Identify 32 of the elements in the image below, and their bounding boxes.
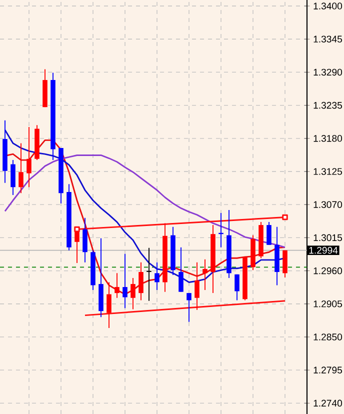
candlestick	[234, 274, 240, 301]
candlestick	[202, 258, 208, 291]
y-tick-label: 1.3070	[314, 201, 342, 208]
candlestick	[282, 250, 288, 278]
candlestick	[26, 126, 32, 188]
y-tick-label: 1.3345	[314, 36, 342, 42]
candlestick	[194, 262, 200, 310]
candlestick	[130, 278, 136, 310]
y-tick-label: 1.3235	[314, 102, 342, 109]
ref-line-label: 1.2994	[309, 246, 338, 254]
y-tick-label: 1.3180	[314, 135, 342, 142]
candlestick	[18, 142, 24, 194]
candlestick	[106, 282, 112, 328]
candlestick	[138, 262, 144, 301]
candlestick	[114, 272, 120, 298]
y-tick-label: 1.3290	[314, 68, 342, 76]
candlestick	[154, 262, 160, 291]
candlestick	[10, 160, 16, 196]
candlestick	[82, 217, 88, 263]
candlestick	[122, 253, 128, 309]
y-tick-label: 1.2795	[314, 366, 342, 374]
candlestick	[266, 222, 272, 246]
y-tick-label: 1.2850	[314, 334, 342, 340]
y-tick-label: 1.3400	[314, 2, 342, 10]
candlestick	[186, 292, 192, 322]
y-tick-label: 1.2905	[314, 300, 342, 308]
candlestick	[146, 247, 152, 302]
y-tick-label: 1.3125	[314, 168, 342, 175]
candlestick	[178, 246, 184, 292]
y-tick-label: 1.2740	[314, 400, 342, 407]
y-tick-label: 1.3015	[314, 234, 342, 242]
y-tick-label: 1.2960	[314, 267, 342, 274]
